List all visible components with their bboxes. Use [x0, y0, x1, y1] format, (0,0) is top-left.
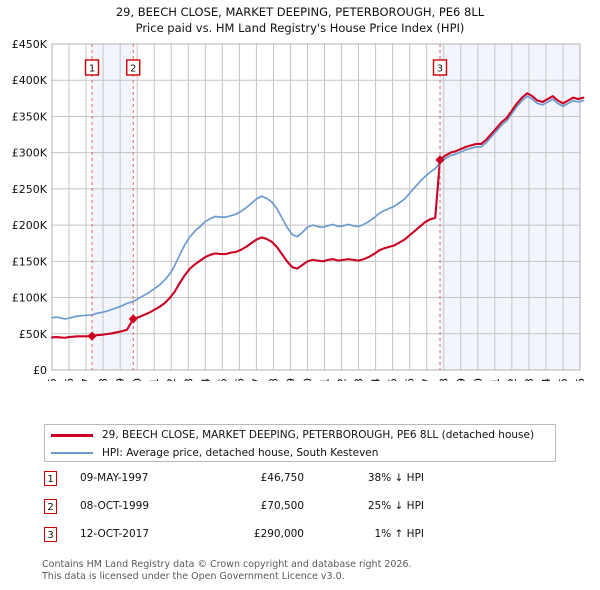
x-axis-tick-label: 2019	[455, 378, 468, 381]
transaction-price-3: £290,000	[253, 528, 304, 540]
transaction-price-1: £46,750	[260, 472, 304, 484]
sale-point-3	[435, 155, 445, 165]
y-axis-tick-label: £100K	[12, 292, 48, 305]
title-line-1: 29, BEECH CLOSE, MARKET DEEPING, PETERBO…	[115, 5, 485, 19]
attribution-footer: Contains HM Land Registry data © Crown c…	[42, 559, 582, 582]
x-axis-tick-label: 2009	[284, 378, 297, 381]
y-axis-tick-label: £450K	[12, 38, 48, 51]
chart-svg: £0 £50K £100K £150K £200K £250K £300K £350K £400…	[12, 38, 587, 381]
y-axis-tick-label: £300K	[12, 147, 48, 160]
x-axis-tick-label: 2003	[182, 378, 195, 381]
chart-marker-badge-3	[432, 59, 448, 76]
legend-swatch-hpi	[51, 452, 93, 454]
chart-marker-label-2: 2	[130, 64, 136, 75]
x-axis-tick-label: 1995	[46, 378, 59, 381]
x-axis-tick-label: 2018	[438, 378, 451, 381]
y-axis-tick-label: £250K	[12, 183, 48, 196]
plot-frame	[51, 43, 581, 371]
footer-line-1: Contains HM Land Registry data © Crown c…	[42, 559, 412, 570]
transaction-hpi-delta-2: 25% ↓ HPI	[367, 500, 424, 512]
transaction-price-2: £70,500	[260, 500, 304, 512]
x-axis-tick-label: 1999	[114, 378, 127, 381]
chart-marker-badge-2	[126, 59, 141, 76]
legend-item-hpi: HPI: Average price, detached house, Sout…	[45, 444, 555, 462]
transaction-badge-1: 1	[44, 471, 57, 486]
x-axis-tick-label: 1997	[80, 378, 93, 381]
transaction-hpi-delta-3: 1% ↑ HPI	[374, 528, 424, 540]
chart-marker-label-3: 3	[437, 64, 443, 75]
y-axis-tick-label: £0	[33, 364, 47, 377]
transaction-hpi-delta-1: 38% ↓ HPI	[367, 472, 424, 484]
x-axis-tick-label: 2006	[233, 378, 246, 381]
title-line-2: Price paid vs. HM Land Registry's House …	[135, 21, 465, 35]
x-axis-tick-label: 2011	[319, 378, 332, 381]
series-line-property	[50, 92, 585, 339]
x-axis-tick-label: 2013	[353, 378, 366, 381]
transaction-badge-2: 2	[44, 499, 57, 514]
footer-line-2: This data is licensed under the Open Gov…	[42, 570, 345, 582]
price-history-chart: £0 £50K £100K £150K £200K £250K £300K £350K £400…	[0, 36, 600, 381]
series-line-hpi	[51, 95, 585, 320]
y-axis-tick-label: £50K	[19, 328, 48, 341]
y-axis-tick-label: £200K	[12, 219, 48, 232]
page-title: 29, BEECH CLOSE, MARKET DEEPING, PETERBO…	[0, 4, 600, 36]
x-axis-tick-label: 2001	[148, 378, 161, 381]
sale-point-1	[87, 331, 97, 341]
y-axis-tick-label: £400K	[12, 74, 48, 87]
legend-item-property: 29, BEECH CLOSE, MARKET DEEPING, PETERBO…	[45, 426, 555, 444]
x-axis-tick-label: 2026	[574, 378, 587, 381]
x-axis-tick-label: 1996	[63, 378, 76, 381]
x-axis-tick-label: 2017	[421, 378, 434, 381]
x-axis-tick-label: 2008	[267, 378, 280, 381]
chart-legend: 29, BEECH CLOSE, MARKET DEEPING, PETERBO…	[44, 424, 556, 462]
transaction-badge-3: 3	[44, 527, 57, 542]
x-axis-tick-label: 1998	[97, 378, 110, 381]
chart-marker-badge-1	[84, 59, 100, 76]
x-axis-tick-label: 2002	[165, 378, 178, 381]
x-axis-tick-label: 2010	[301, 378, 314, 381]
x-axis-tick-label: 2007	[250, 378, 263, 381]
x-axis-tick-label: 2024	[540, 378, 553, 381]
legend-label-hpi: HPI: Average price, detached house, Sout…	[102, 447, 379, 459]
x-axis-tick-label: 2020	[472, 378, 485, 381]
x-axis-tick-label: 2015	[387, 378, 400, 381]
x-axis-tick-label: 2022	[506, 378, 519, 381]
x-axis-tick-label: 2021	[489, 378, 502, 381]
x-axis-tick-label: 2004	[199, 378, 212, 381]
transaction-date-1: 09-MAY-1997	[80, 472, 149, 484]
chart-shaded-band-1	[92, 44, 134, 370]
sale-point-2	[128, 314, 138, 324]
x-axis-tick-label: 2025	[557, 378, 570, 381]
x-axis-tick-label: 2023	[523, 378, 536, 381]
table-row: 1 09-MAY-1997 £46,750 38% ↓ HPI	[44, 470, 564, 498]
legend-swatch-property	[51, 433, 93, 437]
x-axis-tick-label: 2000	[131, 378, 144, 381]
transaction-date-3: 12-OCT-2017	[80, 528, 149, 540]
chart-marker-label-1: 1	[89, 64, 95, 75]
x-axis-tick-label: 2012	[336, 378, 349, 381]
y-axis-tick-label: £350K	[12, 110, 48, 123]
table-row: 2 08-OCT-1999 £70,500 25% ↓ HPI	[44, 498, 564, 526]
transactions-table: 1 09-MAY-1997 £46,750 38% ↓ HPI 2 08-OCT…	[44, 470, 564, 554]
table-row: 3 12-OCT-2017 £290,000 1% ↑ HPI	[44, 526, 564, 554]
transaction-date-2: 08-OCT-1999	[80, 500, 149, 512]
x-axis-tick-label: 2016	[404, 378, 417, 381]
legend-label-property: 29, BEECH CLOSE, MARKET DEEPING, PETERBO…	[102, 429, 535, 441]
x-axis-tick-label: 2014	[370, 378, 383, 381]
x-axis-tick-label: 2005	[216, 378, 229, 381]
y-axis-tick-label: £150K	[12, 255, 48, 268]
